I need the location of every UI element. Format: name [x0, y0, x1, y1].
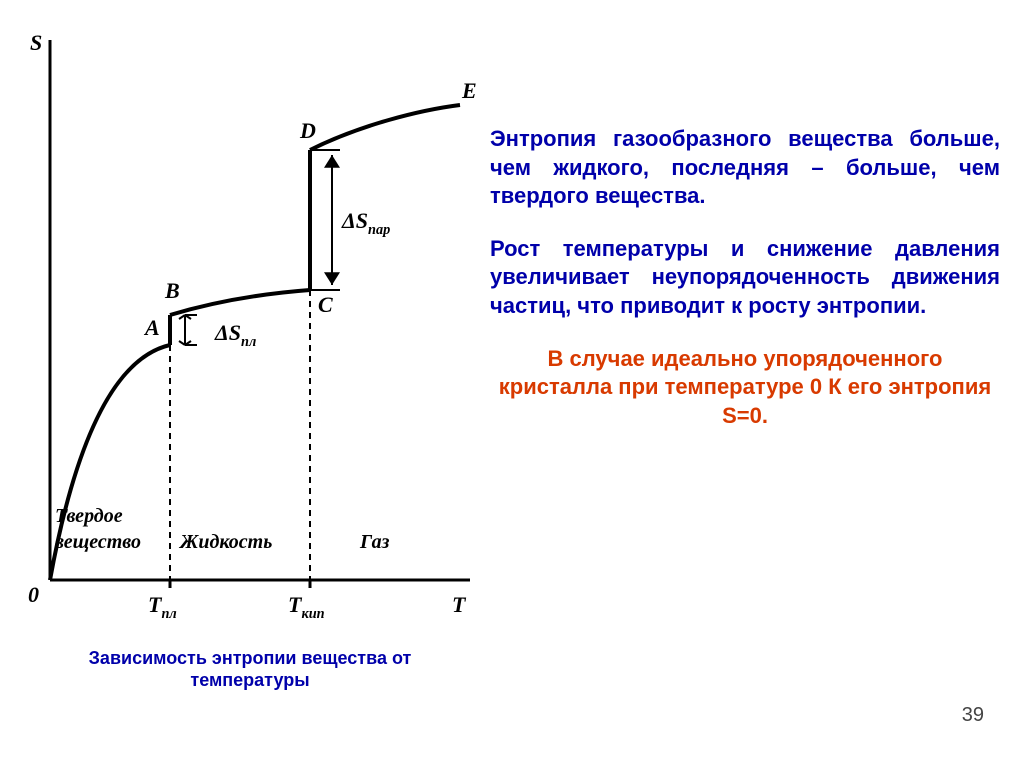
svg-text:C: C — [318, 292, 333, 317]
entropy-chart: S T 0 Тпл Ткип AB C D E ΔSпл ΔSпар Твердое вещество Ж… — [10, 20, 480, 640]
svg-text:T: T — [452, 592, 467, 617]
svg-text:Газ: Газ — [359, 531, 390, 553]
svg-text:вещество: вещество — [55, 531, 141, 553]
chart-svg: S T 0 Тпл Ткип AB C D E ΔSпл ΔSпар Твердое вещество Ж… — [10, 20, 480, 640]
page-number: 39 — [962, 704, 984, 727]
svg-text:E: E — [461, 78, 477, 103]
paragraph-3: В случае идеально упорядоченного кристал… — [490, 345, 1000, 431]
svg-text:0: 0 — [28, 582, 39, 607]
svg-text:D: D — [299, 118, 316, 143]
text-block: Энтропия газообразного вещества больше, … — [490, 125, 1000, 430]
svg-text:ΔSпар: ΔSпар — [341, 208, 390, 238]
paragraph-2: Рост температуры и снижение давления уве… — [490, 235, 1000, 321]
svg-text:Жидкость: Жидкость — [178, 531, 272, 553]
svg-text:Тпл: Тпл — [148, 592, 177, 622]
svg-text:S: S — [30, 30, 42, 55]
svg-text:Твердое: Твердое — [55, 505, 123, 527]
svg-text:A: A — [143, 315, 160, 340]
figure-caption: Зависимость энтропии вещества от темпера… — [60, 648, 440, 691]
paragraph-1: Энтропия газообразного вещества больше, … — [490, 125, 1000, 211]
svg-text:B: B — [164, 278, 180, 303]
svg-text:ΔSпл: ΔSпл — [214, 320, 256, 350]
svg-text:Ткип: Ткип — [288, 592, 325, 622]
